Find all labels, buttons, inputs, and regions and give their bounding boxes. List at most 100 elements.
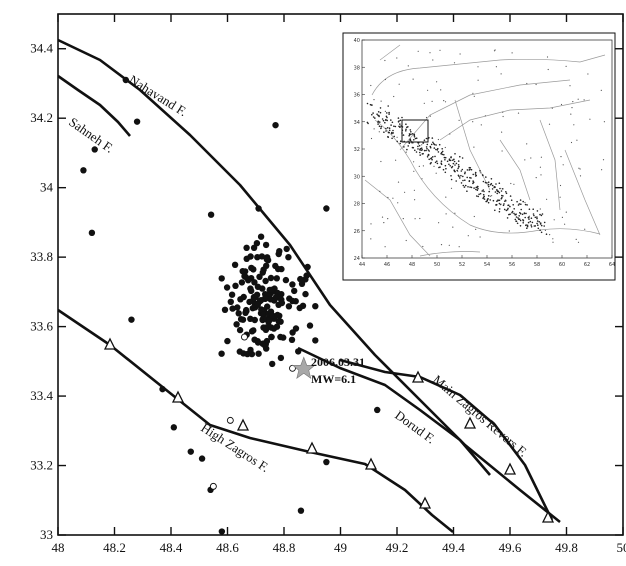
aftershock-dot bbox=[257, 233, 265, 240]
aftershock-dot bbox=[289, 297, 296, 305]
aftershock-dot bbox=[259, 269, 266, 276]
aftershock-dot bbox=[243, 255, 250, 262]
aftershock-dot bbox=[257, 297, 265, 304]
aftershock-dot bbox=[297, 275, 304, 283]
aftershock-dot bbox=[262, 342, 269, 350]
aftershock-dot bbox=[291, 287, 298, 295]
aftershock-dot bbox=[231, 261, 239, 268]
aftershock-dot bbox=[262, 326, 270, 333]
aftershock-dot bbox=[302, 290, 309, 298]
aftershock-dot bbox=[238, 279, 246, 286]
aftershock-dot bbox=[275, 250, 282, 258]
aftershock-dot bbox=[273, 275, 280, 282]
y-tick-label: 33.4 bbox=[30, 388, 53, 403]
aftershock-dot bbox=[323, 205, 330, 212]
high-zagros-fault-line bbox=[57, 308, 454, 534]
inset-x-tick-label: 48 bbox=[409, 262, 415, 268]
inset-x-tick-label: 52 bbox=[459, 262, 465, 268]
aftershock-dot bbox=[253, 291, 261, 298]
x-tick-label: 48.6 bbox=[216, 540, 239, 555]
aftershock-dot bbox=[254, 254, 261, 261]
aftershock-dot bbox=[227, 298, 234, 305]
aftershock-dot bbox=[312, 303, 319, 310]
fault-lines bbox=[57, 38, 561, 534]
aftershock-dot bbox=[312, 337, 319, 344]
aftershock-dot bbox=[262, 241, 270, 249]
aftershock-dot bbox=[187, 448, 194, 455]
inset-y-tick-label: 36 bbox=[354, 93, 360, 99]
aftershock-dot bbox=[323, 458, 330, 466]
aftershock-dot bbox=[258, 306, 265, 313]
inset-x-tick-label: 46 bbox=[384, 262, 390, 268]
thrust-triangle bbox=[305, 441, 319, 454]
aftershock-dot bbox=[236, 326, 244, 334]
inset-x-tick-label: 60 bbox=[559, 262, 565, 268]
nahavand-fault-line bbox=[57, 38, 561, 524]
aftershock-dot bbox=[278, 299, 286, 307]
inset-x-tick-label: 62 bbox=[584, 262, 590, 268]
inset-x-tick-label: 50 bbox=[434, 262, 440, 268]
aftershock-dot bbox=[80, 167, 87, 174]
aftershock-dot bbox=[268, 286, 275, 293]
aftershock-dot bbox=[128, 316, 135, 323]
thrust-triangle bbox=[503, 462, 517, 475]
aftershock-dot bbox=[255, 205, 262, 212]
aftershock-dot bbox=[283, 245, 290, 253]
open-event-marker bbox=[209, 482, 217, 490]
aftershock-dot bbox=[251, 279, 258, 286]
thrust-triangle bbox=[411, 370, 425, 383]
aftershock-dot bbox=[280, 334, 287, 341]
x-tick-label: 48.4 bbox=[160, 540, 183, 555]
open-event-marker bbox=[240, 333, 248, 341]
aftershock-dot bbox=[303, 272, 310, 279]
aftershock-dot bbox=[221, 306, 229, 313]
main-zagros-fault-line bbox=[339, 358, 554, 521]
aftershock-dot bbox=[239, 316, 247, 323]
mainshock-star bbox=[291, 356, 316, 379]
aftershock-dot bbox=[233, 321, 240, 328]
aftershock-dot bbox=[299, 302, 307, 309]
x-tick-label: 48.8 bbox=[273, 540, 296, 555]
aftershock-dot bbox=[218, 350, 225, 357]
y-tick-label: 33.6 bbox=[30, 319, 53, 334]
aftershock-dot bbox=[198, 455, 206, 462]
thrust-triangle bbox=[418, 496, 432, 509]
inset-y-tick-label: 24 bbox=[354, 256, 360, 262]
aftershock-dot bbox=[262, 277, 269, 285]
aftershock-dot bbox=[133, 118, 141, 125]
aftershock-dot bbox=[273, 323, 281, 330]
aftershock-dot bbox=[237, 296, 244, 303]
inset-x-tick-label: 64 bbox=[609, 262, 615, 268]
inset-y-tick-label: 34 bbox=[354, 120, 360, 126]
aftershock-dot bbox=[235, 310, 242, 317]
thrust-triangle bbox=[103, 337, 117, 350]
aftershock-dot bbox=[285, 254, 292, 261]
x-tick-label: 49.6 bbox=[499, 540, 522, 555]
thrust-triangle bbox=[236, 418, 250, 431]
aftershock-dot bbox=[170, 424, 178, 431]
aftershock-dot bbox=[277, 354, 285, 362]
aftershock-dot bbox=[246, 298, 253, 306]
aftershock-dot bbox=[122, 76, 129, 84]
x-axis-ticks: 48 48.2 48.4 48.6 48.8 49 49.2 49.4 49.6 49.8 50 bbox=[52, 14, 626, 555]
aftershock-dot bbox=[266, 317, 273, 324]
aftershock-dot bbox=[269, 360, 276, 368]
x-tick-label: 49.4 bbox=[442, 540, 465, 555]
y-tick-label: 34.2 bbox=[30, 110, 53, 125]
inset-y-tick-label: 38 bbox=[354, 65, 360, 71]
aftershock-dot bbox=[297, 507, 305, 514]
aftershock-dot bbox=[243, 307, 250, 315]
aftershock-dot bbox=[250, 244, 258, 251]
thrust-triangle bbox=[171, 390, 185, 403]
x-tick-label: 49.2 bbox=[386, 540, 409, 555]
thrust-triangle bbox=[364, 457, 378, 470]
aftershock-dot bbox=[272, 121, 279, 129]
aftershock-dot bbox=[228, 291, 236, 298]
aftershock-dot bbox=[274, 265, 282, 273]
study-area-box bbox=[401, 119, 429, 143]
aftershock-dot bbox=[229, 305, 236, 312]
aftershock-dot bbox=[253, 240, 261, 247]
aftershock-dot bbox=[243, 244, 250, 251]
aftershock-dot bbox=[159, 385, 166, 393]
